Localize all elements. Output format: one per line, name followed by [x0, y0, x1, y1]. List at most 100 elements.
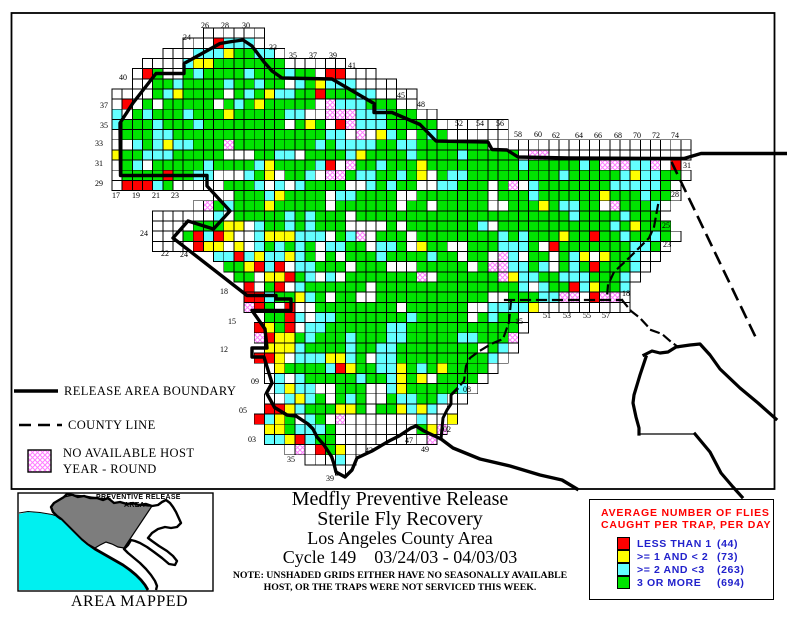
- grid-cell: [517, 190, 530, 202]
- grid-cell: [335, 322, 347, 334]
- grid-cell: [497, 159, 509, 171]
- grid-cell: [345, 383, 357, 395]
- grid-cell: [243, 108, 255, 120]
- grid-cell: [131, 159, 143, 171]
- grid-cell: [426, 281, 438, 293]
- grid-cell: [385, 352, 397, 364]
- grid-cell: [304, 444, 316, 456]
- grid-cell: [192, 230, 204, 242]
- grid-cell: [294, 444, 306, 456]
- grid-cell: [111, 108, 123, 120]
- grid-cell: [335, 169, 347, 181]
- grid-cell: [284, 281, 296, 293]
- grid-cell: [314, 129, 326, 141]
- grid-cell: [223, 190, 235, 202]
- grid-cell: [263, 251, 276, 263]
- grid-cell: [314, 108, 326, 120]
- grid-cell: [324, 98, 336, 110]
- grid-label: 23: [171, 191, 179, 200]
- grid-cell: [396, 301, 408, 313]
- grid-cell: [162, 98, 174, 110]
- grid-cell: [324, 118, 336, 131]
- grid-cell: [284, 190, 296, 202]
- grid-cell: [355, 220, 367, 232]
- grid-cell: [355, 78, 367, 90]
- grid-cell: [162, 88, 174, 100]
- grid-cell: [335, 444, 347, 456]
- grid-cell: [284, 98, 296, 110]
- grid-cell: [538, 230, 550, 242]
- grid-cell: [446, 210, 458, 222]
- grid-cell: [365, 403, 377, 415]
- grid-cell: [324, 261, 336, 273]
- grid-cell: [416, 190, 428, 202]
- grid-cell: [396, 281, 408, 293]
- grid-cell: [375, 240, 387, 252]
- grid-cell: [345, 352, 357, 364]
- grid-cell: [304, 58, 316, 70]
- grid-cell: [233, 159, 245, 171]
- grid-cell: [192, 78, 204, 90]
- grid-cell: [223, 230, 235, 242]
- grid-cell: [263, 129, 276, 141]
- grid-cell: [416, 403, 428, 415]
- grid-cell: [385, 169, 397, 181]
- grid-cell: [477, 352, 489, 364]
- grid-cell: [538, 200, 550, 212]
- grid-cell: [243, 251, 255, 263]
- grid-cell: [274, 88, 286, 100]
- grid-cell: [548, 281, 560, 293]
- grid-cell: [152, 118, 164, 131]
- grid-cell: [365, 88, 377, 100]
- grid-cell: [375, 393, 387, 405]
- grid-cell: [660, 159, 672, 171]
- grid-cell: [426, 413, 438, 425]
- grid-cell: [182, 78, 194, 90]
- grid-cell: [599, 210, 611, 222]
- grid-cell: [568, 261, 580, 273]
- grid-cell: [304, 393, 316, 405]
- grid-cell: [396, 251, 408, 263]
- grid-cell: [253, 240, 265, 252]
- grid-cell: [568, 179, 580, 192]
- grid-cell: [497, 210, 509, 222]
- grid-cell: [335, 190, 347, 202]
- grid-cell: [416, 352, 428, 364]
- grid-cell: [284, 352, 296, 364]
- grid-cell: [467, 220, 479, 232]
- grid-cell: [294, 383, 306, 395]
- grid-cell: [253, 149, 265, 161]
- grid-cell: [416, 271, 428, 283]
- grid-cell: [202, 210, 215, 222]
- grid-cell: [324, 169, 336, 181]
- grid-cell: [467, 301, 479, 313]
- grid-cell: [375, 312, 387, 324]
- grid-cell: [609, 220, 621, 232]
- grid-cell: [558, 179, 570, 192]
- grid-cell: [558, 139, 570, 151]
- grid-cell: [446, 220, 458, 232]
- grid-cell: [639, 179, 651, 192]
- grid-cell: [152, 88, 164, 100]
- grid-cell: [253, 68, 265, 80]
- grid-cell: [335, 372, 347, 385]
- grid-cell: [487, 362, 499, 374]
- grid-cell: [528, 169, 540, 181]
- grid-cell: [263, 291, 276, 303]
- grid-label: 60: [534, 130, 542, 139]
- grid-cell: [375, 98, 387, 110]
- grid-cell: [253, 179, 265, 192]
- grid-cell: [487, 281, 499, 293]
- grid-cell: [274, 362, 286, 374]
- grid-cell: [406, 139, 418, 151]
- grid-cell: [162, 159, 174, 171]
- grid-cell: [650, 159, 662, 171]
- grid-cell: [548, 159, 560, 171]
- grid-cell: [639, 139, 651, 151]
- grid-cell: [528, 210, 540, 222]
- grid-cell: [213, 139, 225, 151]
- grid-cell: [284, 169, 296, 181]
- grid-cell: [274, 149, 286, 161]
- grid-cell: [558, 281, 570, 293]
- grid-cell: [467, 261, 479, 273]
